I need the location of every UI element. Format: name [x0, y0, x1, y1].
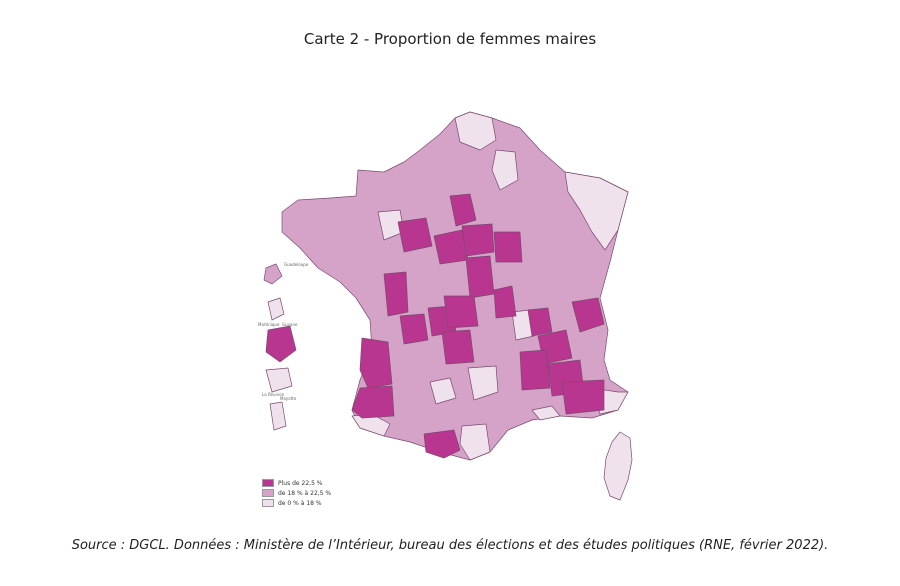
legend-swatch-high [262, 479, 274, 487]
region-aisne [491, 149, 519, 191]
region-yonne [461, 223, 495, 257]
corsica [603, 431, 633, 501]
region-eure-loir [397, 217, 433, 253]
overseas-guadeloupe [263, 263, 283, 285]
label-mayotte: Mayotte [280, 396, 297, 401]
region-nord [454, 111, 497, 151]
region-vienne [383, 271, 409, 317]
overseas-martinique [267, 297, 285, 321]
region-lot [429, 377, 457, 405]
legend-swatch-low [262, 499, 274, 507]
region-ain [527, 307, 553, 337]
legend-item-high: Plus de 22,5 % [262, 478, 331, 488]
source-note: Source : DGCL. Données : Ministère de l’… [71, 538, 829, 553]
region-htes-pyr [423, 429, 461, 459]
region-aube [493, 231, 523, 263]
region-creuse [443, 295, 479, 329]
legend-label-mid: de 18 % à 22,5 % [278, 489, 332, 497]
overseas-guyane [265, 325, 297, 363]
region-landes [351, 385, 395, 419]
region-dordogne [441, 329, 475, 365]
map-legend: Plus de 22,5 % de 18 % à 22,5 % de 0 % à… [262, 478, 331, 508]
region-tarn [467, 365, 499, 401]
region-gironde [359, 337, 393, 389]
legend-item-mid: de 18 % à 22,5 % [262, 488, 331, 498]
region-hvienne [399, 313, 429, 345]
region-alsace [564, 171, 629, 251]
region-cantal [511, 309, 535, 341]
region-val-oise [449, 193, 477, 227]
label-guadeloupe: Guadeloupe [284, 262, 309, 267]
region-bouches [531, 405, 561, 421]
region-hautes-alpes [561, 379, 605, 415]
overseas-mayotte [269, 401, 287, 431]
region-savoie [571, 297, 605, 333]
region-nievre [493, 285, 517, 319]
label-reunion: La Réunion [262, 392, 285, 397]
label-guyane: Guyane [282, 322, 298, 327]
legend-label-high: Plus de 22,5 % [278, 479, 323, 487]
legend-item-low: de 0 % à 18 % [262, 498, 331, 508]
region-cher [465, 255, 495, 299]
region-ariege [459, 423, 491, 461]
map-title: Carte 2 - Proportion de femmes maires [303, 30, 597, 48]
overseas-reunion [265, 367, 293, 393]
label-martinique: Martinique [258, 322, 280, 327]
region-drome [519, 349, 551, 391]
legend-label-low: de 0 % à 18 % [278, 499, 322, 507]
legend-swatch-mid [262, 489, 274, 497]
